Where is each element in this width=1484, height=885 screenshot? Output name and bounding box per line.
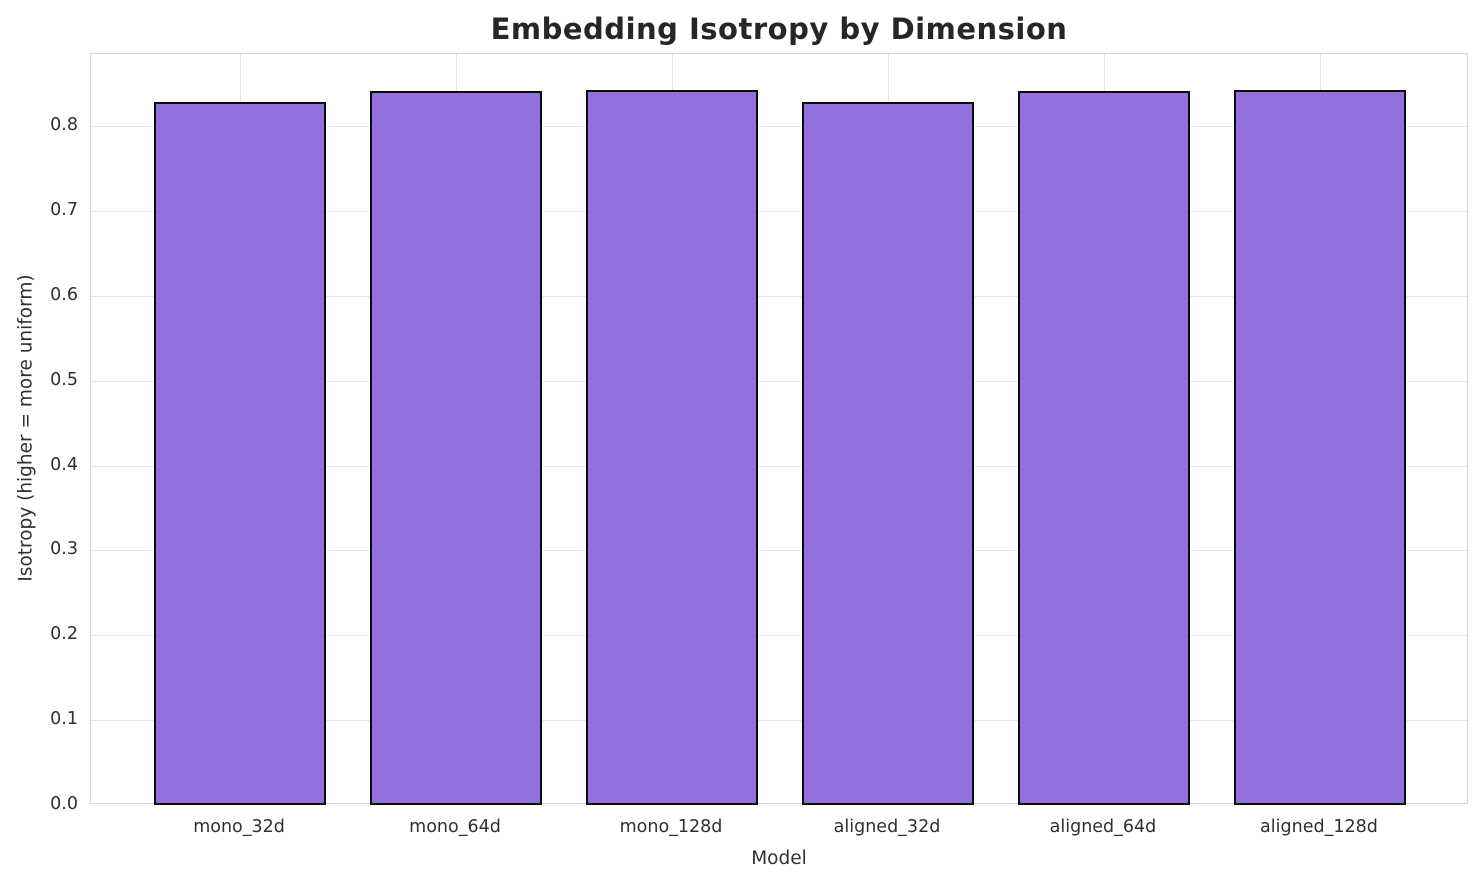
y-tick-label: 0.0: [50, 794, 78, 814]
y-tick-label: 0.8: [50, 115, 78, 136]
h-gridline: [91, 465, 1467, 467]
h-gridline: [91, 550, 1467, 552]
y-axis-label: Isotropy (higher = more uniform): [15, 274, 37, 582]
y-tick-label: 0.6: [50, 284, 78, 305]
x-tick-label-mono_128d: mono_128d: [619, 817, 723, 837]
x-axis-label: Model: [751, 848, 807, 869]
bar-mono_32d: [153, 101, 327, 805]
x-tick-label-aligned_32d: aligned_32d: [833, 817, 941, 837]
y-tick-label: 0.4: [50, 454, 78, 475]
h-gridline: [91, 295, 1467, 297]
y-tick-label: 0.1: [50, 709, 78, 730]
h-gridline: [91, 380, 1467, 382]
y-tick-label: 0.3: [50, 539, 78, 560]
plot-area: [90, 53, 1468, 805]
bar-aligned_128d: [1233, 90, 1407, 805]
bar-aligned_64d: [1017, 91, 1191, 805]
x-tick-label-mono_32d: mono_32d: [193, 817, 285, 837]
x-tick-label-mono_64d: mono_64d: [409, 817, 501, 837]
x-tick-label-aligned_64d: aligned_64d: [1049, 817, 1157, 837]
h-gridline: [91, 635, 1467, 637]
h-gridline: [91, 210, 1467, 212]
chart-title: Embedding Isotropy by Dimension: [490, 12, 1068, 46]
y-tick-label: 0.5: [50, 369, 78, 390]
bar-mono_128d: [585, 89, 759, 805]
y-tick-label: 0.7: [50, 199, 78, 220]
y-tick-label: 0.2: [50, 624, 78, 645]
bar-mono_64d: [369, 91, 543, 805]
h-gridline: [91, 126, 1467, 128]
bar-aligned_32d: [801, 101, 975, 805]
h-gridline: [91, 720, 1467, 722]
x-tick-label-aligned_128d: aligned_128d: [1260, 817, 1378, 837]
